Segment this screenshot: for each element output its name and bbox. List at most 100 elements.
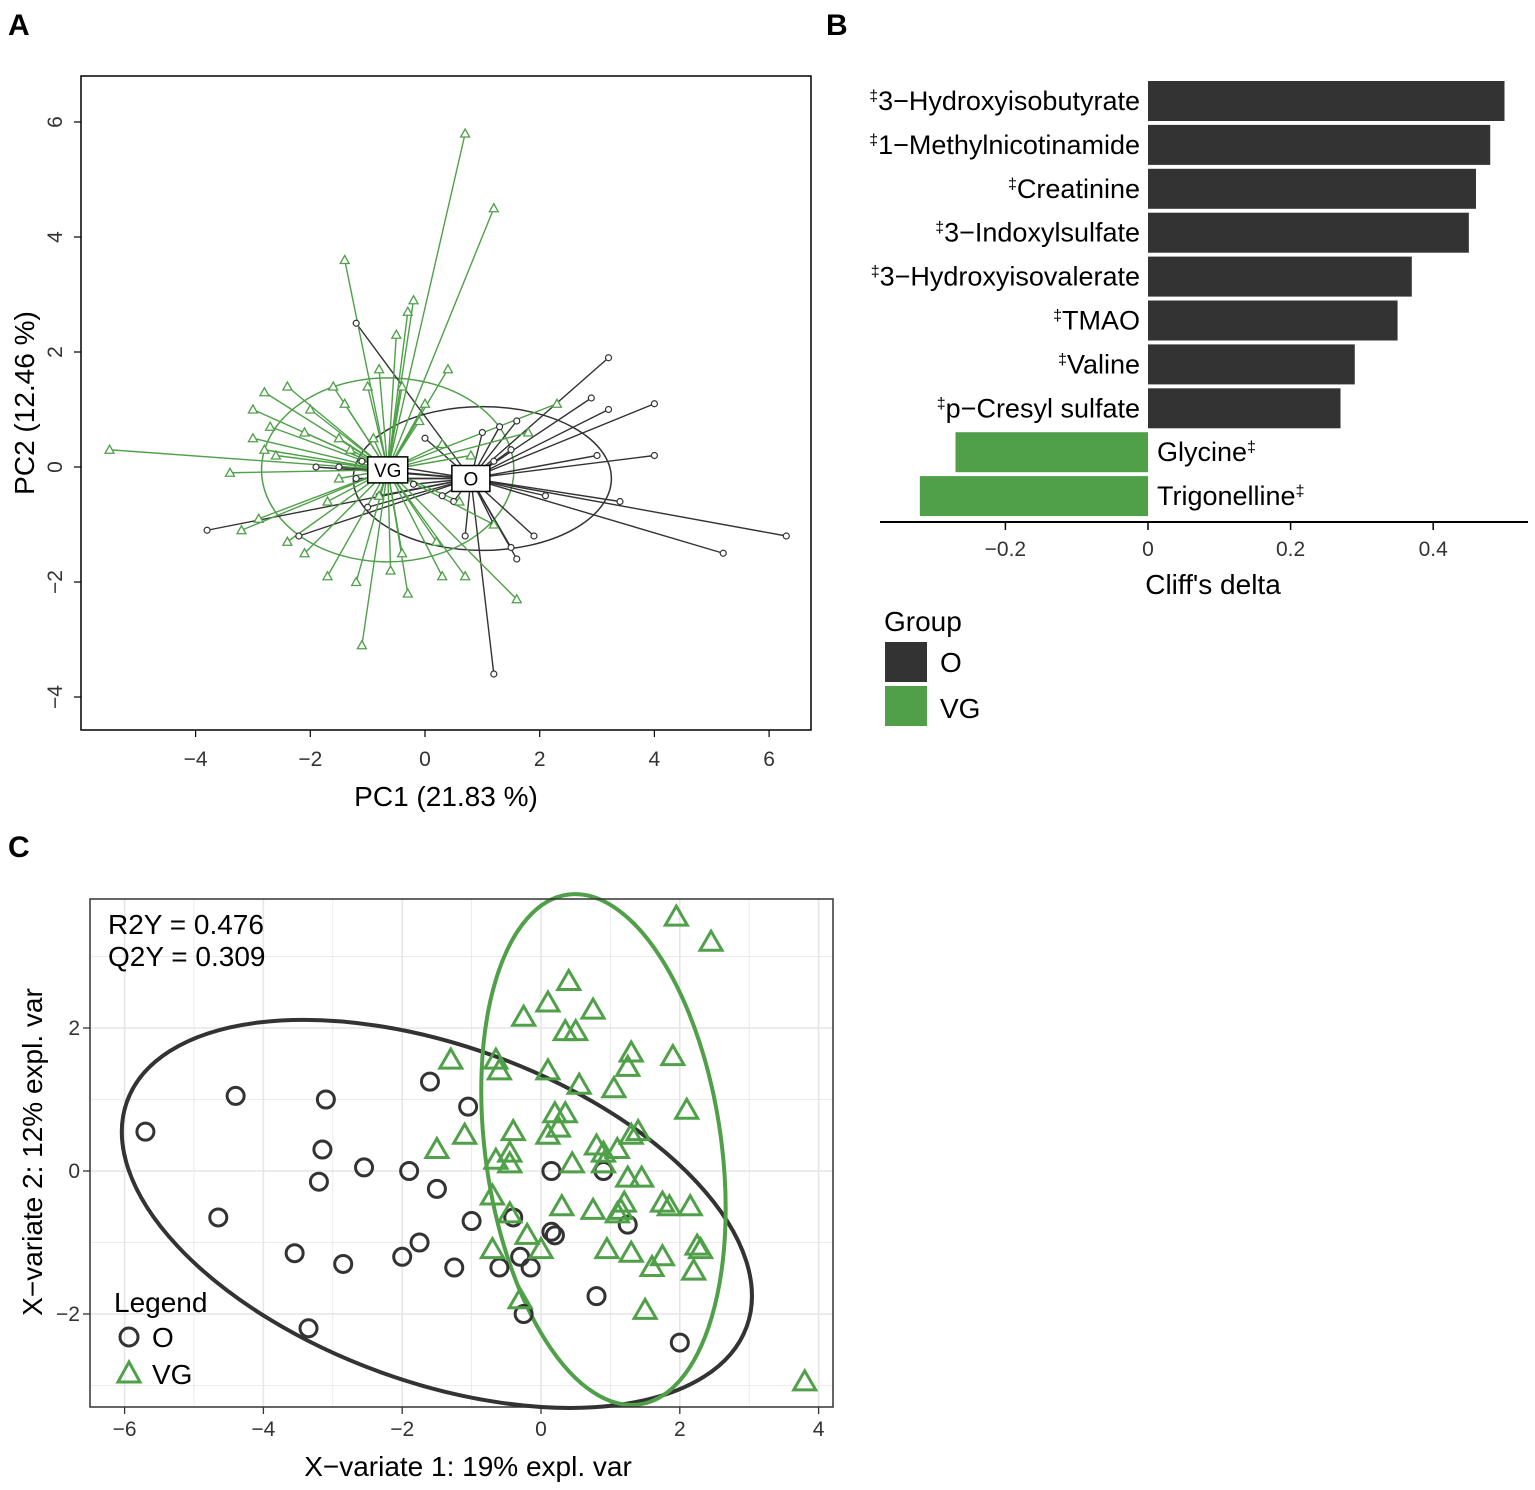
pca-point-vg — [402, 305, 414, 316]
pca-spoke-vg — [366, 386, 389, 471]
pca-spoke-vg — [387, 386, 403, 470]
plsda-point-o — [541, 1221, 562, 1242]
pca-spoke-vg — [378, 369, 389, 470]
plsda-point-o — [284, 1243, 305, 1264]
plsda-point-o — [444, 1257, 465, 1278]
pca-spoke-vg — [361, 469, 389, 646]
plsda-point-o — [544, 1225, 565, 1246]
bar-x-axis-title: Cliff's delta — [1145, 569, 1281, 600]
bar-category-label: ‡3−Hydroxyisobutyrate — [869, 86, 1140, 116]
pca-point-vg — [459, 127, 471, 138]
pca-point-vg — [258, 443, 271, 454]
pca-point-vg — [442, 363, 454, 374]
plsda-legend-marker-vg — [115, 1358, 143, 1384]
pca-point-vg — [304, 403, 316, 414]
pca-point-vg — [402, 587, 414, 598]
pca-point-o — [495, 423, 504, 431]
pca-point-vg — [511, 593, 523, 604]
bar-category-label: ‡p−Cresyl sulfate — [937, 393, 1140, 423]
pca-point-vg — [281, 380, 293, 391]
plsda-point-vg — [628, 1164, 656, 1188]
pca-x-axis-title: PC1 (21.83 %) — [354, 781, 538, 812]
plsda-point-vg — [513, 1221, 541, 1245]
pca-point-vg — [339, 397, 351, 408]
pca-point-o — [490, 457, 498, 465]
pca-point-vg — [396, 547, 408, 558]
bar-x-tick-label: 0 — [1142, 538, 1154, 561]
plsda-x-tick-label: −6 — [113, 1418, 137, 1441]
plsda-point-vg — [659, 1042, 687, 1067]
plsda-point-o — [354, 1157, 375, 1178]
pca-point-o — [409, 480, 418, 488]
pca-point-o — [352, 474, 360, 483]
plsda-point-o — [308, 1171, 329, 1192]
pca-point-o — [358, 457, 366, 465]
pca-y-tick-label: −4 — [44, 685, 67, 709]
pca-spoke-o — [470, 454, 655, 480]
plsda-point-vg — [478, 1235, 507, 1260]
pca-point-vg — [384, 564, 397, 575]
pca-spoke-vg — [355, 469, 389, 583]
pca-point-o — [203, 526, 211, 534]
pca-point-o — [650, 400, 659, 408]
pca-point-vg — [264, 420, 276, 431]
pca-point-vg — [224, 466, 236, 477]
pca-point-vg — [396, 380, 408, 391]
plsda-point-o — [225, 1085, 246, 1106]
pca-point-vg — [465, 449, 477, 460]
pca-point-vg — [344, 443, 357, 454]
plsda-point-o — [541, 1161, 562, 1181]
plsda-y-axis-title: X−variate 2: 12% expl. var — [17, 988, 48, 1316]
bar-legend-swatch-vg — [885, 686, 927, 726]
pca-y-tick-label: 6 — [44, 116, 67, 128]
plsda-plot-frame — [89, 898, 834, 1408]
pca-point-vg — [350, 576, 362, 587]
bar-o — [1148, 344, 1355, 385]
pca-spoke-vg — [387, 334, 398, 470]
plsda-point-vg — [496, 1199, 524, 1224]
plsda-point-o — [315, 1089, 336, 1110]
pca-spoke-vg — [387, 403, 558, 471]
pca-x-tick-label: 4 — [649, 748, 661, 771]
pca-x-tick-label: 0 — [419, 748, 431, 771]
plsda-point-vg — [589, 1149, 618, 1174]
bar-category-label: ‡TMAO — [1053, 306, 1140, 336]
pca-point-vg — [413, 415, 425, 426]
bar-legend-title: Group — [884, 606, 962, 637]
pca-point-vg — [362, 380, 374, 391]
plsda-point-vg — [548, 1192, 576, 1217]
pca-point-vg — [551, 397, 563, 408]
pca-point-vg — [390, 328, 402, 339]
plsda-point-vg — [655, 1192, 683, 1217]
pca-point-vg — [373, 489, 385, 500]
plsda-point-vg — [680, 1257, 708, 1281]
plsda-x-tick-label: −2 — [390, 1418, 414, 1441]
bar-o — [1148, 168, 1476, 209]
plsda-y-tick-label: 0 — [68, 1160, 80, 1183]
pca-point-vg — [436, 570, 448, 581]
pca-biplot: O VG −4 −2 0 2 4 6 −4 −2 0 2 4 6 PC1 (21.83 %) PC2 (… — [9, 75, 812, 812]
pca-point-vg — [258, 386, 271, 397]
plsda-x-tick-label: −4 — [251, 1418, 275, 1441]
bar-category-label: ‡Valine — [1058, 349, 1140, 379]
pca-plot-frame — [80, 75, 812, 731]
pca-point-vg — [321, 570, 334, 581]
pca-point-vg — [356, 639, 368, 650]
pca-spoke-o — [298, 477, 472, 537]
pca-centroid-label-o: O — [463, 470, 478, 491]
plsda-point-vg — [624, 1117, 652, 1142]
pca-centroid-box-vg — [366, 456, 409, 484]
plsda-point-vg — [555, 967, 583, 992]
pca-x-tick-label: −2 — [298, 748, 322, 771]
pca-point-vg — [430, 535, 443, 546]
plsda-point-vg — [589, 1139, 618, 1163]
plsda-point-vg — [534, 1056, 562, 1081]
plsda-legend: Legend O VG — [114, 1287, 207, 1390]
pca-y-tick-label: 2 — [44, 346, 67, 358]
plsda-point-vg — [485, 1056, 513, 1081]
pca-point-vg — [298, 426, 311, 437]
plsda-point-o — [312, 1139, 333, 1160]
plsda-point-o — [333, 1253, 354, 1274]
plsda-point-vg — [600, 1074, 628, 1099]
plsda-point-o — [298, 1318, 319, 1339]
